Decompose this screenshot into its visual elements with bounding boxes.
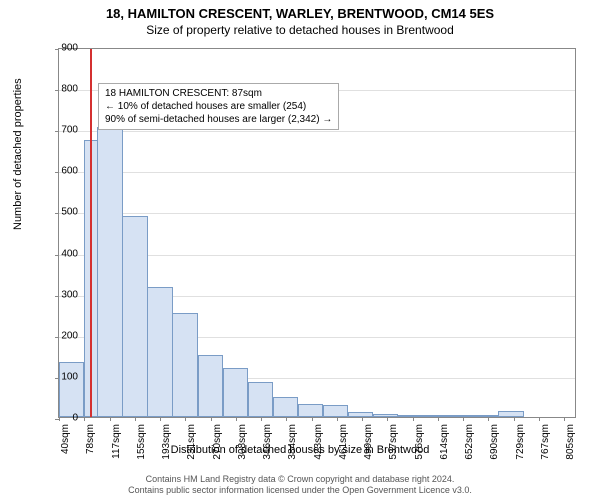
chart-container: 18, HAMILTON CRESCENT, WARLEY, BRENTWOOD…: [0, 0, 600, 500]
histogram-bar: [498, 411, 523, 417]
ytick-label: 400: [48, 248, 78, 259]
xtick-label: 270sqm: [212, 424, 223, 464]
ytick-label: 200: [48, 330, 78, 341]
xtick-label: 346sqm: [262, 424, 273, 464]
histogram-bar: [223, 368, 248, 417]
xtick-label: 499sqm: [363, 424, 374, 464]
xtick-label: 155sqm: [136, 424, 147, 464]
xtick-mark: [514, 417, 515, 421]
xtick-mark: [110, 417, 111, 421]
xtick-label: 614sqm: [439, 424, 450, 464]
xtick-label: 308sqm: [237, 424, 248, 464]
xtick-mark: [539, 417, 540, 421]
histogram-bar: [323, 405, 348, 417]
grid-line: [59, 172, 575, 173]
histogram-bar: [122, 216, 147, 417]
chart-subtitle: Size of property relative to detached ho…: [0, 21, 600, 37]
ytick-label: 0: [48, 413, 78, 424]
ytick-label: 300: [48, 289, 78, 300]
ytick-label: 800: [48, 84, 78, 95]
grid-line: [59, 131, 575, 132]
xtick-mark: [337, 417, 338, 421]
histogram-bar: [59, 362, 84, 418]
ytick-label: 600: [48, 166, 78, 177]
ytick-label: 100: [48, 371, 78, 382]
histogram-bar: [348, 412, 373, 417]
chart-title: 18, HAMILTON CRESCENT, WARLEY, BRENTWOOD…: [0, 0, 600, 21]
xtick-label: 117sqm: [111, 424, 122, 464]
xtick-label: 78sqm: [85, 424, 96, 464]
xtick-mark: [185, 417, 186, 421]
xtick-mark: [286, 417, 287, 421]
attribution: Contains HM Land Registry data © Crown c…: [0, 474, 600, 496]
histogram-bar: [97, 127, 122, 417]
ytick-label: 700: [48, 125, 78, 136]
histogram-bar: [198, 355, 223, 417]
histogram-bar: [147, 287, 172, 417]
histogram-bar: [423, 415, 448, 417]
xtick-mark: [387, 417, 388, 421]
xtick-mark: [438, 417, 439, 421]
histogram-bar: [398, 415, 423, 417]
ytick-label: 500: [48, 207, 78, 218]
xtick-label: 729sqm: [515, 424, 526, 464]
xtick-label: 231sqm: [186, 424, 197, 464]
annotation-line3: 90% of semi-detached houses are larger (…: [105, 113, 332, 126]
reference-line: [90, 49, 92, 417]
xtick-mark: [362, 417, 363, 421]
histogram-bar: [298, 404, 323, 417]
xtick-mark: [211, 417, 212, 421]
xtick-label: 193sqm: [161, 424, 172, 464]
attribution-line1: Contains HM Land Registry data © Crown c…: [0, 474, 600, 485]
xtick-label: 40sqm: [60, 424, 71, 464]
histogram-bar: [473, 415, 498, 417]
xtick-label: 423sqm: [313, 424, 324, 464]
histogram-bar: [172, 313, 197, 417]
histogram-bar: [273, 397, 298, 417]
y-axis-label: Number of detached properties: [12, 78, 24, 230]
histogram-bar: [373, 414, 398, 417]
xtick-mark: [463, 417, 464, 421]
xtick-mark: [261, 417, 262, 421]
xtick-mark: [160, 417, 161, 421]
xtick-label: 461sqm: [338, 424, 349, 464]
xtick-mark: [564, 417, 565, 421]
xtick-mark: [84, 417, 85, 421]
histogram-bar: [448, 415, 473, 417]
plot-wrap: 18 HAMILTON CRESCENT: 87sqm ← 10% of det…: [58, 48, 576, 418]
xtick-mark: [413, 417, 414, 421]
xtick-label: 805sqm: [565, 424, 576, 464]
annotation-line1: 18 HAMILTON CRESCENT: 87sqm: [105, 87, 332, 100]
annotation-line2: ← 10% of detached houses are smaller (25…: [105, 100, 332, 113]
xtick-mark: [312, 417, 313, 421]
xtick-mark: [135, 417, 136, 421]
ytick-label: 900: [48, 43, 78, 54]
histogram-bar: [248, 382, 273, 417]
xtick-label: 652sqm: [464, 424, 475, 464]
xtick-label: 384sqm: [287, 424, 298, 464]
annotation-box: 18 HAMILTON CRESCENT: 87sqm ← 10% of det…: [98, 83, 339, 130]
xtick-label: 576sqm: [414, 424, 425, 464]
attribution-line2: Contains public sector information licen…: [0, 485, 600, 496]
grid-line: [59, 213, 575, 214]
xtick-label: 767sqm: [540, 424, 551, 464]
xtick-label: 537sqm: [388, 424, 399, 464]
xtick-mark: [488, 417, 489, 421]
xtick-label: 690sqm: [489, 424, 500, 464]
xtick-mark: [236, 417, 237, 421]
